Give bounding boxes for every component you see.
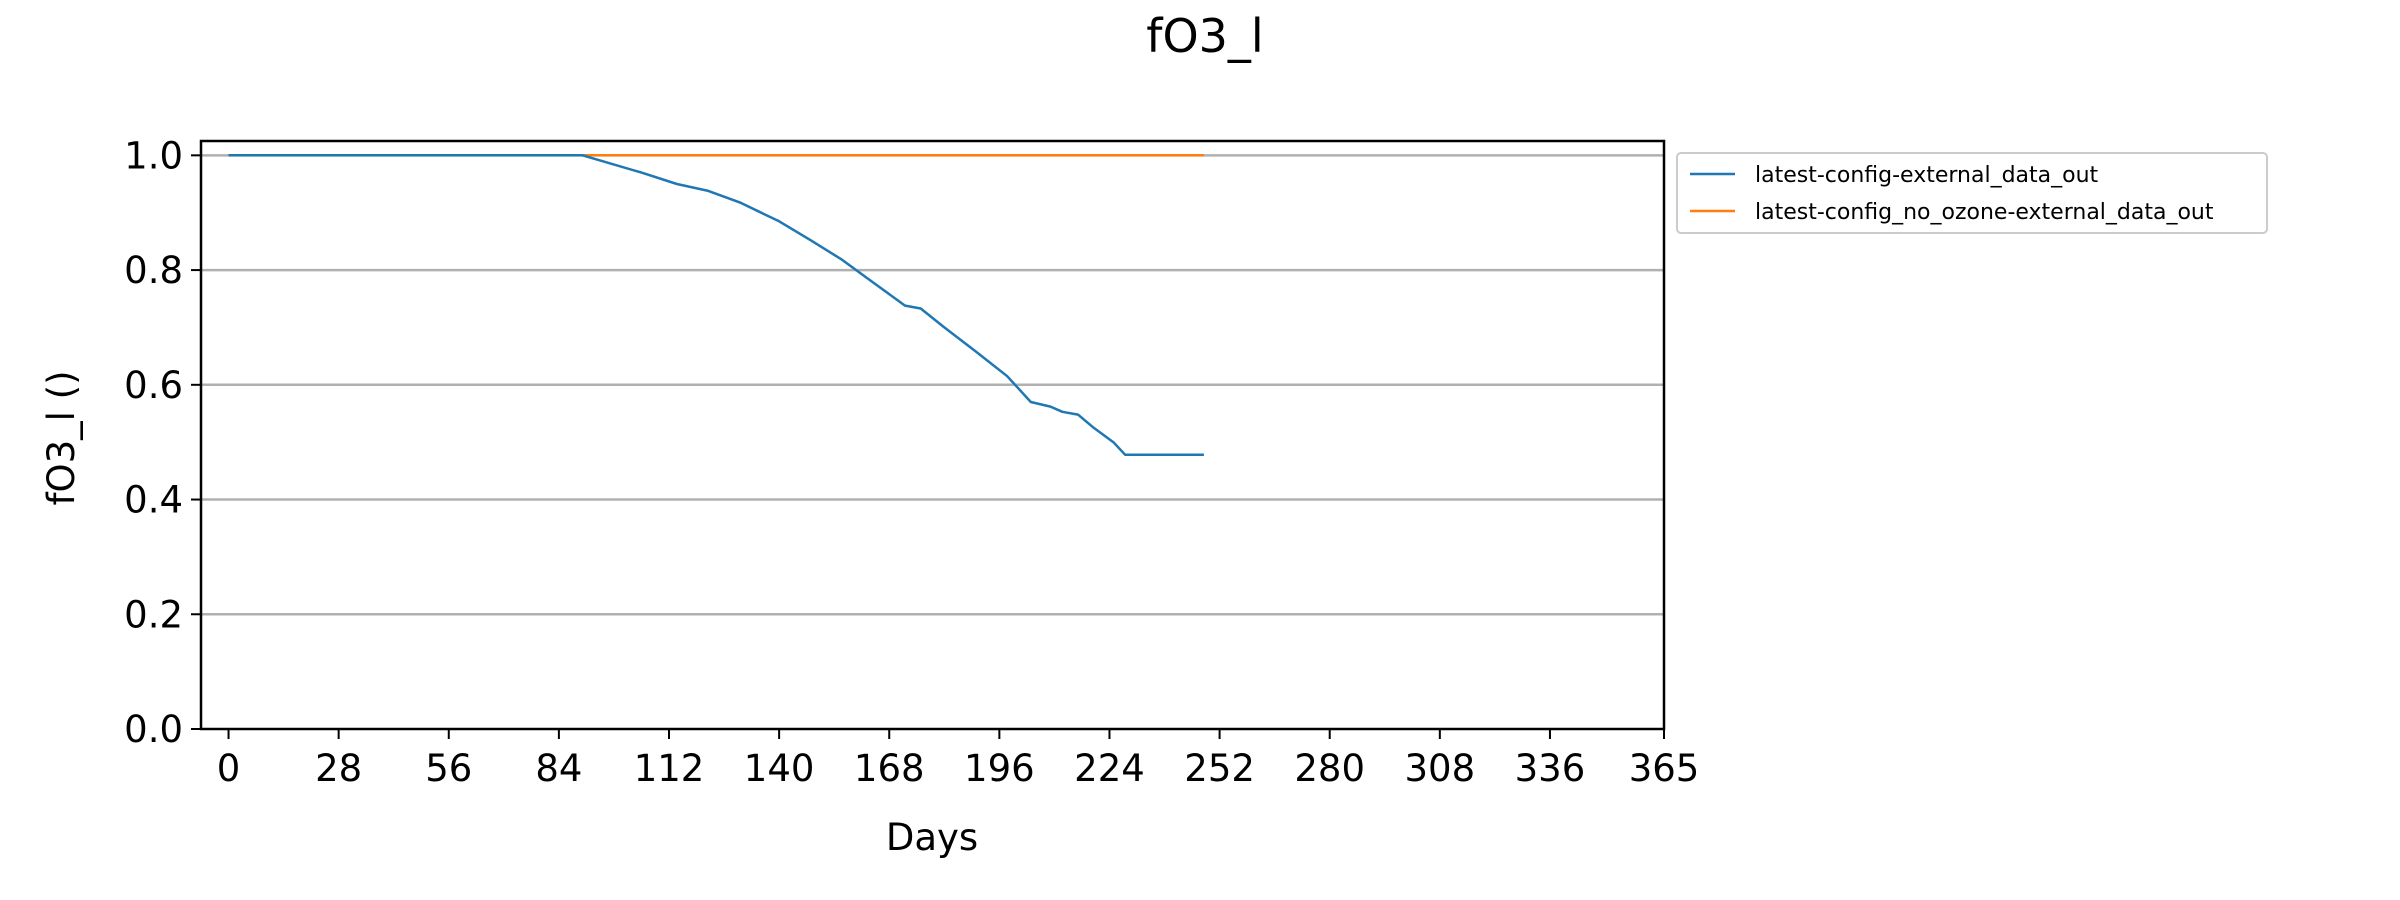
x-tick-label: 168 xyxy=(854,747,925,790)
x-axis-label: Days xyxy=(886,816,978,859)
x-tick-label: 365 xyxy=(1629,747,1700,790)
y-axis-ticks: 0.0 0.2 0.4 0.6 0.8 1.0 xyxy=(124,134,201,751)
y-tick-label: 0.4 xyxy=(124,479,183,522)
grid-lines xyxy=(201,154,1664,616)
x-tick-label: 280 xyxy=(1294,747,1365,790)
x-tick-label: 0 xyxy=(217,747,241,790)
series-line-1 xyxy=(228,154,1204,457)
y-tick-label: 1.0 xyxy=(124,134,183,177)
x-axis-ticks: 0 28 56 84 112 140 168 196 224 252 280 308 336 365 xyxy=(217,729,1700,790)
x-tick-label: 28 xyxy=(315,747,362,790)
chart-title: fO3_l xyxy=(1146,9,1263,63)
legend-label: latest-config-external_data_out xyxy=(1755,163,2099,188)
plot-area xyxy=(199,139,1666,731)
x-tick-label: 56 xyxy=(425,747,472,790)
x-tick-label: 336 xyxy=(1515,747,1586,790)
legend-box xyxy=(1676,152,2268,234)
y-tick-label: 0.8 xyxy=(124,249,183,292)
x-tick-label: 252 xyxy=(1184,747,1255,790)
x-tick-label: 308 xyxy=(1405,747,1476,790)
x-tick-label: 196 xyxy=(964,747,1035,790)
x-tick-label: 112 xyxy=(634,747,705,790)
legend: latest-config-external_data_out latest-co… xyxy=(1676,152,2268,234)
y-tick-label: 0.0 xyxy=(124,708,183,751)
y-axis-label: fO3_l () xyxy=(40,370,83,505)
series-lines xyxy=(228,154,1204,457)
x-tick-label: 224 xyxy=(1074,747,1145,790)
y-tick-label: 0.6 xyxy=(124,364,183,407)
legend-label: latest-config_no_ozone-external_data_out xyxy=(1755,200,2214,225)
x-tick-label: 140 xyxy=(744,747,815,790)
x-tick-label: 84 xyxy=(535,747,582,790)
y-tick-label: 0.2 xyxy=(124,593,183,636)
